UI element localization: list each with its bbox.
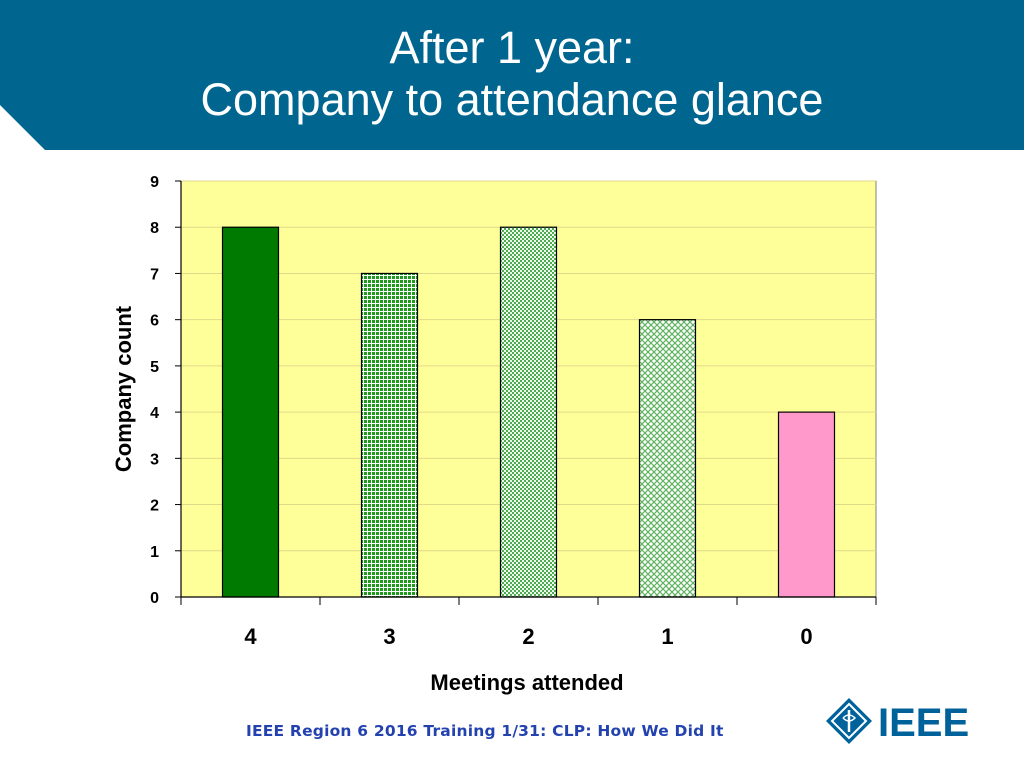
y-tick-label: 8 [150, 220, 159, 237]
bar-chart: 0 1 2 3 4 5 6 7 8 9 4 3 2 1 0 Meetings attended Compan… [111, 174, 877, 695]
x-category-label: 2 [522, 624, 534, 649]
x-category-label: 0 [800, 624, 812, 649]
x-category-label: 1 [661, 624, 673, 649]
slide-title-line-1: After 1 year: [389, 22, 635, 73]
y-tick-label: 9 [150, 174, 159, 191]
x-category-label: 4 [244, 624, 257, 649]
y-tick-label: 3 [150, 451, 159, 468]
header-banner [0, 0, 1024, 150]
x-category-label: 3 [383, 624, 395, 649]
ieee-logo: IEEE [826, 698, 969, 745]
y-tick-label: 1 [150, 544, 159, 561]
y-tick-label: 2 [150, 498, 159, 515]
y-tick-label: 4 [150, 405, 159, 422]
ieee-diamond-icon [826, 698, 872, 744]
y-tick-label: 7 [150, 266, 159, 283]
footer-text: IEEE Region 6 2016 Training 1/31: CLP: H… [246, 722, 724, 740]
y-axis-title: Company count [111, 305, 136, 472]
bar-4 [221, 226, 280, 598]
bar-3 [360, 272, 419, 598]
y-tick-label: 6 [150, 313, 159, 330]
y-tick-label: 0 [150, 590, 159, 607]
slide-title: After 1 year: Company to attendance glan… [0, 22, 1024, 126]
x-axis-title: Meetings attended [430, 670, 623, 695]
y-tick-label: 5 [150, 359, 159, 376]
ieee-logo-text: IEEE [878, 701, 969, 745]
slide-title-line-2: Company to attendance glance [200, 74, 824, 125]
bar-2 [499, 226, 558, 598]
bar-1 [638, 319, 697, 598]
bar-0 [777, 411, 836, 598]
